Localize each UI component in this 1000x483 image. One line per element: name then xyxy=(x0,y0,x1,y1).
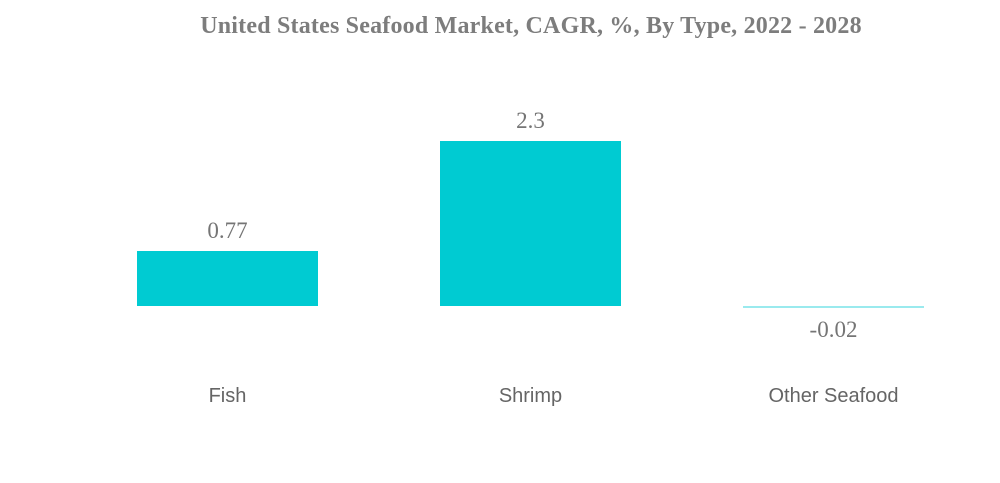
chart-column-other-seafood: -0.02 Other Seafood xyxy=(682,0,985,483)
category-label-other-seafood: Other Seafood xyxy=(768,385,899,407)
bar-shrimp xyxy=(440,141,621,306)
value-label-other-seafood: -0.02 xyxy=(809,317,858,342)
bar-other-seafood xyxy=(743,306,924,308)
bar-fish xyxy=(137,251,318,306)
chart-column-shrimp: 2.3 Shrimp xyxy=(379,0,682,483)
category-label-shrimp: Shrimp xyxy=(498,385,563,407)
chart-title: United States Seafood Market, CAGR, %, B… xyxy=(200,13,862,39)
bar-chart: 0.77 Fish 2.3 Shrimp -0.02 Other Seafood xyxy=(76,0,985,483)
chart-column-fish: 0.77 Fish xyxy=(76,0,379,483)
category-label-fish: Fish xyxy=(208,385,247,407)
value-label-shrimp: 2.3 xyxy=(516,108,545,133)
value-label-fish: 0.77 xyxy=(207,218,248,243)
